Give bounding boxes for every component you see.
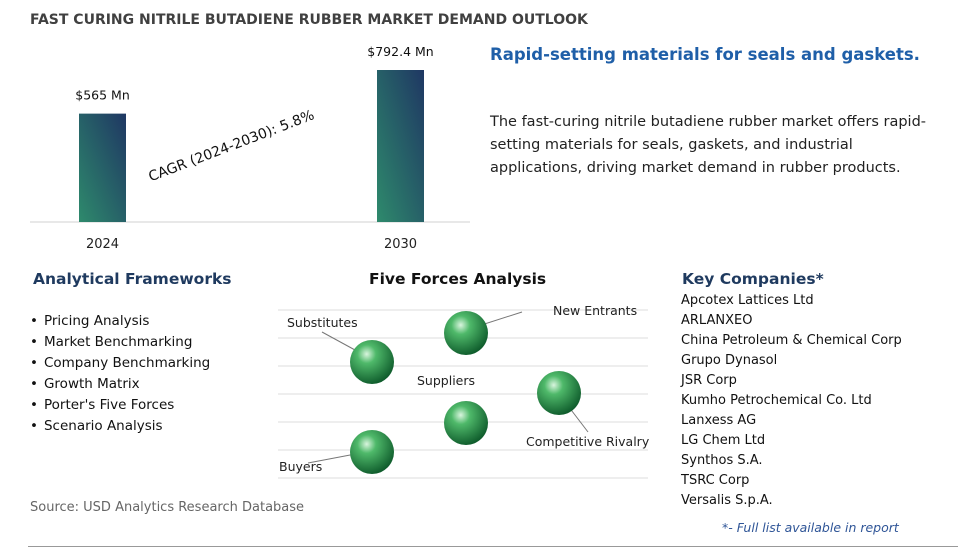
x-tick-label: 2030 <box>384 237 417 252</box>
company-item: ARLANXEO <box>681 313 753 328</box>
force-label: New Entrants <box>553 303 637 318</box>
summary-text: The fast-curing nitrile butadiene rubber… <box>490 114 927 176</box>
value-label: $792.4 Mn <box>367 44 433 59</box>
company-item: Grupo Dynasol <box>681 353 778 368</box>
framework-item: Pricing Analysis <box>30 313 210 334</box>
company-item: TSRC Corp <box>681 473 750 488</box>
company-item: Lanxess AG <box>681 413 757 428</box>
company-item: Kumho Petrochemical Co. Ltd <box>681 393 872 408</box>
section-title: Analytical Frameworks <box>33 270 232 288</box>
force-label: Suppliers <box>417 373 475 388</box>
footnote: *- Full list available in report <box>722 520 899 535</box>
framework-item: Porter's Five Forces <box>30 397 210 418</box>
section-title: Five Forces Analysis <box>369 270 547 288</box>
bar <box>79 113 126 222</box>
divider <box>28 546 958 547</box>
company-item: Versalis S.p.A. <box>681 493 773 508</box>
value-label: $565 Mn <box>75 88 130 103</box>
company-item: LG Chem Ltd <box>681 433 766 448</box>
cagr-annotation: CAGR (2024-2030): 5.8% <box>146 107 316 185</box>
section-title: Key Companies* <box>682 270 824 288</box>
framework-item: Scenario Analysis <box>30 418 210 439</box>
x-tick-label: 2024 <box>86 237 119 252</box>
framework-list: Pricing AnalysisMarket BenchmarkingCompa… <box>30 313 210 439</box>
company-item: China Petroleum & Chemical Corp <box>681 333 902 348</box>
framework-item: Market Benchmarking <box>30 334 210 355</box>
source: Source: USD Analytics Research Database <box>30 500 305 515</box>
company-item: Apcotex Lattices Ltd <box>681 293 814 308</box>
framework-item: Company Benchmarking <box>30 355 210 376</box>
company-item: Synthos S.A. <box>681 453 763 468</box>
balls <box>350 311 581 474</box>
company-item: JSR Corp <box>681 373 737 388</box>
force-label: Substitutes <box>287 315 358 330</box>
company-list: Apcotex Lattices Ltd ARLANXEO China Petrol… <box>681 293 902 513</box>
headline: Rapid-setting materials for seals and ga… <box>490 45 920 64</box>
framework-item: Growth Matrix <box>30 376 210 397</box>
page-title: FAST CURING NITRILE BUTADIENE RUBBER MAR… <box>30 12 588 28</box>
bar <box>377 70 424 222</box>
force-label: Competitive Rivalry <box>526 434 650 449</box>
force-label: Buyers <box>279 459 322 474</box>
